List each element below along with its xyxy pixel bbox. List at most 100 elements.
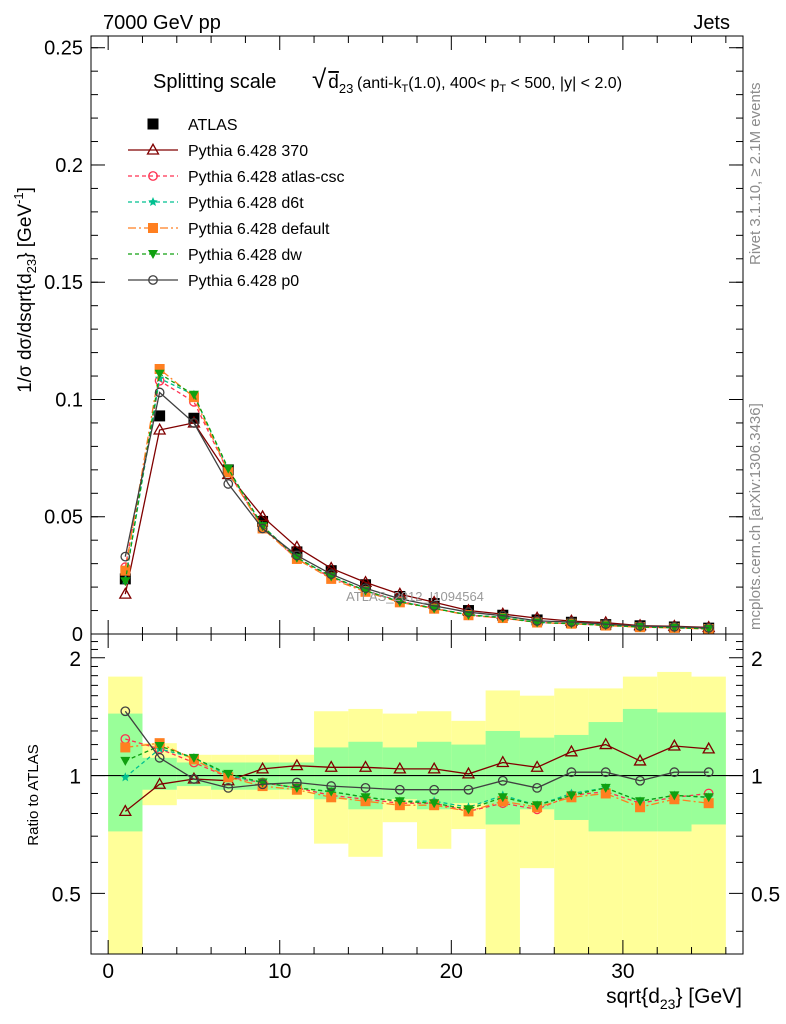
main-data-point: [189, 418, 199, 428]
main-series-layer: [118, 364, 716, 635]
main-data-point: [257, 523, 268, 534]
x-tick-label: 30: [611, 960, 634, 983]
ratio-data-point: [463, 805, 474, 815]
x-axis-label: sqrt{d23} [GeV]: [606, 985, 742, 1012]
ratio-data-point: [530, 760, 544, 772]
ratio-series-line: [125, 738, 709, 813]
ratio-series-line: [124, 710, 709, 791]
legend-label: Pythia 6.428 dw: [188, 247, 302, 264]
ratio-data-point: [703, 798, 714, 809]
main-data-point: [223, 479, 234, 489]
ratio-data-point: [326, 781, 337, 791]
ratio-band-stat: [519, 737, 555, 810]
main-ytick-label: 0.15: [44, 272, 83, 294]
legend-marker: [147, 118, 159, 130]
ratio-data-point: [255, 761, 270, 774]
ratio-data-point: [532, 783, 543, 793]
ratio-data-point: [669, 791, 680, 801]
main-data-point: [154, 369, 165, 379]
header-left: 7000 GeV pp: [103, 12, 221, 34]
ratio-data-point: [290, 758, 304, 771]
legend-marker: [146, 142, 160, 155]
x-tick-label: 20: [440, 960, 463, 983]
legend: ATLAS Pythia 6.428 370 Pythia 6.428 atlas-…: [128, 117, 345, 290]
main-ylabel: 1/σ dσ/dsqrt{d23} [GeV-1]: [11, 187, 39, 393]
ratio-data-point: [566, 791, 577, 801]
ratio-data-point: [120, 742, 131, 753]
title-text: Splitting scale: [153, 71, 276, 93]
main-data-point: [153, 422, 167, 435]
legend-label: Pythia 6.428 default: [188, 221, 330, 238]
main-data-point: [223, 464, 234, 474]
main-data-point: [532, 615, 543, 626]
ratio-ylabel: Ratio to ATLAS: [25, 744, 42, 845]
ratio-data-point: [393, 761, 407, 774]
ratio-data-point: [635, 802, 646, 813]
ratio-axes-layer: 0.5 0.51 12 20 10 20 30: [52, 634, 780, 983]
ratio-series-line: [125, 742, 709, 813]
legend-label: Pythia 6.428 p0: [188, 273, 299, 290]
ratio-series-line: [124, 743, 709, 812]
ratio-data-point: [429, 799, 440, 809]
main-data-point: [669, 621, 680, 632]
ratio-data-point: [257, 779, 268, 790]
ratio-panel: 0.5 0.51 12 20 10 20 30: [52, 633, 780, 983]
main-data-point: [360, 579, 372, 591]
ratio-data-point: [120, 756, 131, 766]
legend-marker: [148, 197, 158, 207]
ratio-data-point: [360, 793, 371, 803]
main-data-point: [429, 600, 440, 611]
ratio-ytick-label-right: 1: [751, 766, 763, 789]
main-ytick-label: 0.25: [44, 38, 83, 60]
main-data-point: [669, 623, 680, 633]
ratio-series-layer: [118, 706, 716, 817]
rivet-version-label: Rivet 3.1.10, ≥ 2.1M events: [747, 83, 764, 266]
legend-entry: Pythia 6.428 atlas-csc: [128, 169, 345, 186]
ratio-data-point: [461, 766, 476, 779]
legend-marker: [148, 171, 158, 181]
main-series-line: [124, 422, 709, 629]
ratio-band-stat: [485, 730, 520, 825]
ratio-data-point: [120, 706, 131, 717]
main-data-point: [291, 550, 302, 561]
legend-entry: ATLAS: [147, 117, 238, 134]
ratio-data-point: [703, 793, 714, 803]
main-series-line: [124, 391, 709, 629]
ratio-data-point: [360, 783, 371, 793]
ratio-band-total: [554, 688, 589, 954]
ratio-data-point: [635, 775, 645, 786]
legend-marker: [148, 250, 158, 259]
ratio-bands-layer: [108, 671, 726, 954]
x-tick-label: 10: [268, 960, 291, 983]
ratio-data-point: [497, 793, 508, 803]
legend-label: Pythia 6.428 atlas-csc: [188, 169, 345, 186]
ratio-series-line: [124, 748, 709, 808]
title-detail: (anti-kT(1.0), 400< pT < 500, |y| < 2.0): [357, 75, 622, 95]
main-series-6: [120, 387, 714, 633]
legend-entry: Pythia 6.428 370: [128, 142, 308, 160]
main-data-point: [154, 387, 165, 398]
ratio-data-point: [463, 784, 474, 795]
ratio-data-point: [358, 760, 373, 772]
ratio-data-point: [154, 742, 165, 751]
main-data-point: [255, 509, 270, 522]
ratio-data-point: [600, 767, 611, 778]
legend-entry: Pythia 6.428 default: [128, 221, 330, 238]
ratio-frame: [90, 633, 744, 955]
main-data-point: [120, 551, 131, 562]
ratio-data-point: [223, 769, 234, 779]
ratio-data-point: [669, 767, 680, 778]
ratio-data-point: [702, 741, 716, 754]
main-data-point: [635, 622, 646, 632]
ratio-ytick-label-right: 0.5: [751, 883, 780, 906]
ratio-series-5: [120, 706, 714, 795]
ratio-data-point: [291, 777, 302, 788]
ratio-data-point: [118, 804, 132, 817]
ratio-data-point: [667, 738, 681, 751]
main-data-point: [154, 364, 165, 375]
legend-entry: Pythia 6.428 p0: [128, 273, 299, 290]
ratio-data-point: [635, 797, 646, 807]
ratio-ytick-label: 2: [69, 648, 81, 671]
ratio-series-0: [118, 737, 716, 817]
